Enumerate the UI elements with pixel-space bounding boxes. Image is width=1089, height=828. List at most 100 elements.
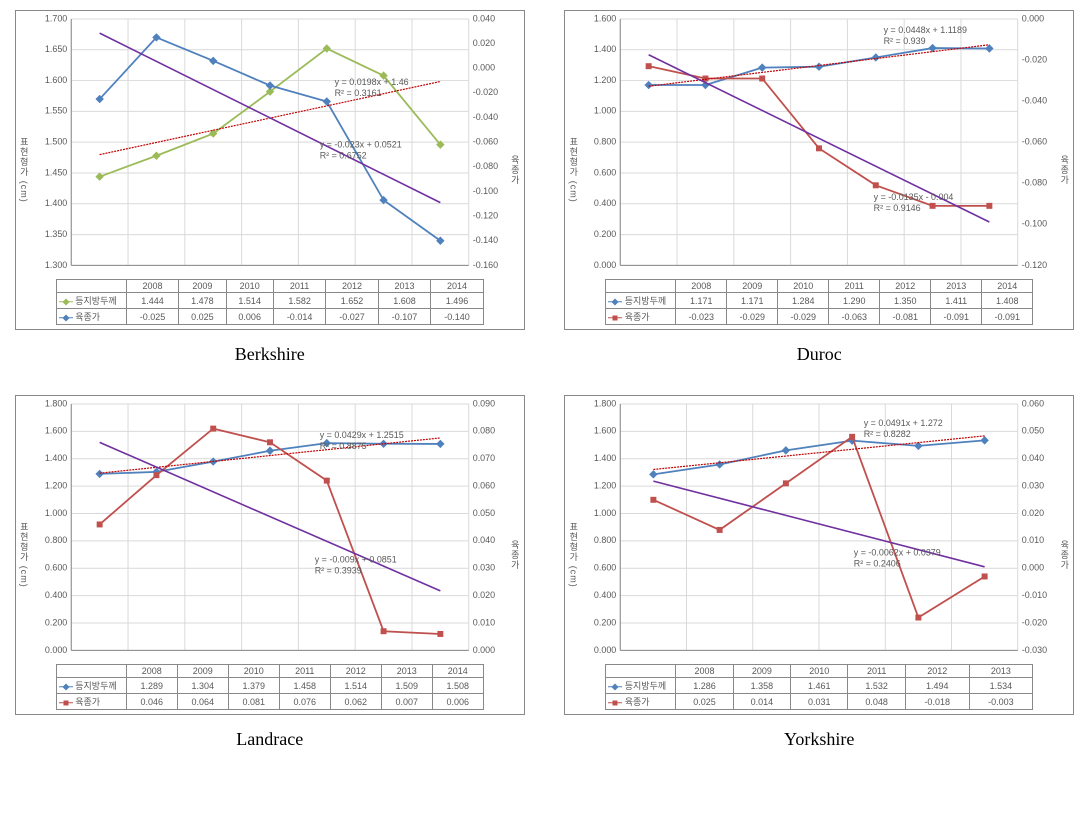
year-header: 2014 <box>982 280 1033 293</box>
table-cell: 0.064 <box>177 694 228 710</box>
year-header: 2013 <box>969 665 1033 678</box>
year-header: 2014 <box>432 665 483 678</box>
data-table: 2008200920102011201220132014 등지방두께1.2891… <box>56 664 484 710</box>
svg-text:0.030: 0.030 <box>1022 480 1044 490</box>
year-header: 2009 <box>179 280 226 293</box>
svg-text:1.450: 1.450 <box>45 167 67 177</box>
table-cell: 0.014 <box>733 694 790 710</box>
svg-text:1.200: 1.200 <box>45 480 67 490</box>
panel-caption: Landrace <box>236 729 303 750</box>
table-cell: 1.289 <box>126 678 177 694</box>
svg-text:0.000: 0.000 <box>45 645 67 655</box>
svg-text:1.200: 1.200 <box>594 75 616 85</box>
svg-text:0.400: 0.400 <box>45 590 67 600</box>
panel-caption: Berkshire <box>235 344 305 365</box>
legend-cell: 육종가 <box>56 309 126 325</box>
legend-cell: 등지방두께 <box>606 678 676 694</box>
data-table-wrap: 2008200920102011201220132014 등지방두께1.4441… <box>56 279 484 325</box>
svg-text:1.400: 1.400 <box>594 44 616 54</box>
svg-text:0.000: 0.000 <box>1022 13 1044 23</box>
svg-text:1.800: 1.800 <box>45 398 67 408</box>
table-cell: 1.304 <box>177 678 228 694</box>
year-header: 2013 <box>378 280 430 293</box>
svg-text:0.060: 0.060 <box>1022 398 1044 408</box>
data-table: 2008200920102011201220132014 등지방두께1.1711… <box>605 279 1033 325</box>
table-cell: -0.027 <box>326 309 378 325</box>
legend-cell: 육종가 <box>606 694 676 710</box>
table-cell: 1.458 <box>279 678 330 694</box>
table-cell: -0.029 <box>778 309 829 325</box>
y-axis-right-label: 육종가 <box>1058 540 1071 570</box>
table-cell: -0.025 <box>126 309 178 325</box>
table-cell: 1.411 <box>931 293 982 309</box>
table-cell: -0.081 <box>880 309 931 325</box>
data-table: 200820092010201120122013 등지방두께1.2861.358… <box>605 664 1033 710</box>
y-axis-left-label: 표현형가 (cm) <box>567 137 580 203</box>
table-cell: 1.286 <box>676 678 733 694</box>
svg-text:0.010: 0.010 <box>1022 535 1044 545</box>
chart-panel: 0.0000.2000.4000.6000.8001.0001.2001.400… <box>10 395 530 750</box>
svg-text:0.070: 0.070 <box>472 453 494 463</box>
svg-text:R² = 0.9146: R² = 0.9146 <box>874 203 921 213</box>
svg-text:0.030: 0.030 <box>472 563 494 573</box>
svg-text:1.400: 1.400 <box>594 453 616 463</box>
year-header: 2012 <box>880 280 931 293</box>
legend-cell: 육종가 <box>56 694 126 710</box>
year-header: 2008 <box>676 665 733 678</box>
data-table-wrap: 200820092010201120122013 등지방두께1.2861.358… <box>605 664 1033 710</box>
year-header: 2011 <box>279 665 330 678</box>
chart-area: 0.0000.2000.4000.6000.8001.0001.2001.400… <box>564 10 1074 330</box>
svg-text:-0.120: -0.120 <box>1022 260 1047 270</box>
svg-text:y = -0.0062x + 0.0379: y = -0.0062x + 0.0379 <box>854 547 941 557</box>
svg-text:-0.060: -0.060 <box>472 137 497 147</box>
svg-text:0.400: 0.400 <box>594 590 616 600</box>
chart-panel: 1.3001.3501.4001.4501.5001.5501.6001.650… <box>10 10 530 365</box>
svg-text:1.600: 1.600 <box>45 75 67 85</box>
y-axis-left-label: 표현형가 (cm) <box>18 137 31 203</box>
year-header: 2009 <box>733 665 790 678</box>
svg-text:0.050: 0.050 <box>472 508 494 518</box>
year-header: 2011 <box>848 665 905 678</box>
svg-text:-0.100: -0.100 <box>1022 219 1047 229</box>
svg-text:-0.020: -0.020 <box>1022 54 1047 64</box>
year-header: 2013 <box>931 280 982 293</box>
year-header: 2011 <box>273 280 325 293</box>
svg-text:-0.010: -0.010 <box>1022 590 1047 600</box>
table-cell: 0.076 <box>279 694 330 710</box>
table-cell: 1.494 <box>905 678 969 694</box>
year-header: 2012 <box>905 665 969 678</box>
svg-text:1.600: 1.600 <box>594 426 616 436</box>
year-header: 2008 <box>126 665 177 678</box>
year-header: 2013 <box>381 665 432 678</box>
table-cell: 0.025 <box>179 309 226 325</box>
svg-text:0.200: 0.200 <box>594 617 616 627</box>
table-cell: 0.031 <box>791 694 848 710</box>
chart-area: 0.0000.2000.4000.6000.8001.0001.2001.400… <box>15 395 525 715</box>
table-cell: 1.461 <box>791 678 848 694</box>
svg-text:R² = 0.3939: R² = 0.3939 <box>314 565 361 575</box>
svg-text:1.600: 1.600 <box>45 426 67 436</box>
table-cell: 1.514 <box>330 678 381 694</box>
y-axis-right-label: 육종가 <box>509 540 522 570</box>
chart-panel: 0.0000.2000.4000.6000.8001.0001.2001.400… <box>560 10 1080 365</box>
table-cell: 1.532 <box>848 678 905 694</box>
table-cell: 0.048 <box>848 694 905 710</box>
table-cell: -0.014 <box>273 309 325 325</box>
svg-text:R² = 0.3161: R² = 0.3161 <box>334 88 381 98</box>
svg-text:0.090: 0.090 <box>472 398 494 408</box>
year-header: 2009 <box>177 665 228 678</box>
svg-text:y = -0.023x + 0.0521: y = -0.023x + 0.0521 <box>319 140 401 150</box>
svg-text:1.700: 1.700 <box>45 13 67 23</box>
legend-cell: 등지방두께 <box>606 293 676 309</box>
svg-text:1.300: 1.300 <box>45 260 67 270</box>
svg-text:R² = 0.8282: R² = 0.8282 <box>864 429 911 439</box>
svg-text:0.050: 0.050 <box>1022 426 1044 436</box>
svg-text:0.000: 0.000 <box>472 645 494 655</box>
svg-text:0.800: 0.800 <box>45 535 67 545</box>
svg-text:1.600: 1.600 <box>594 13 616 23</box>
table-cell: 1.582 <box>273 293 325 309</box>
svg-text:0.040: 0.040 <box>472 535 494 545</box>
table-cell: 1.444 <box>126 293 178 309</box>
svg-text:0.020: 0.020 <box>1022 508 1044 518</box>
svg-text:0.020: 0.020 <box>472 38 494 48</box>
